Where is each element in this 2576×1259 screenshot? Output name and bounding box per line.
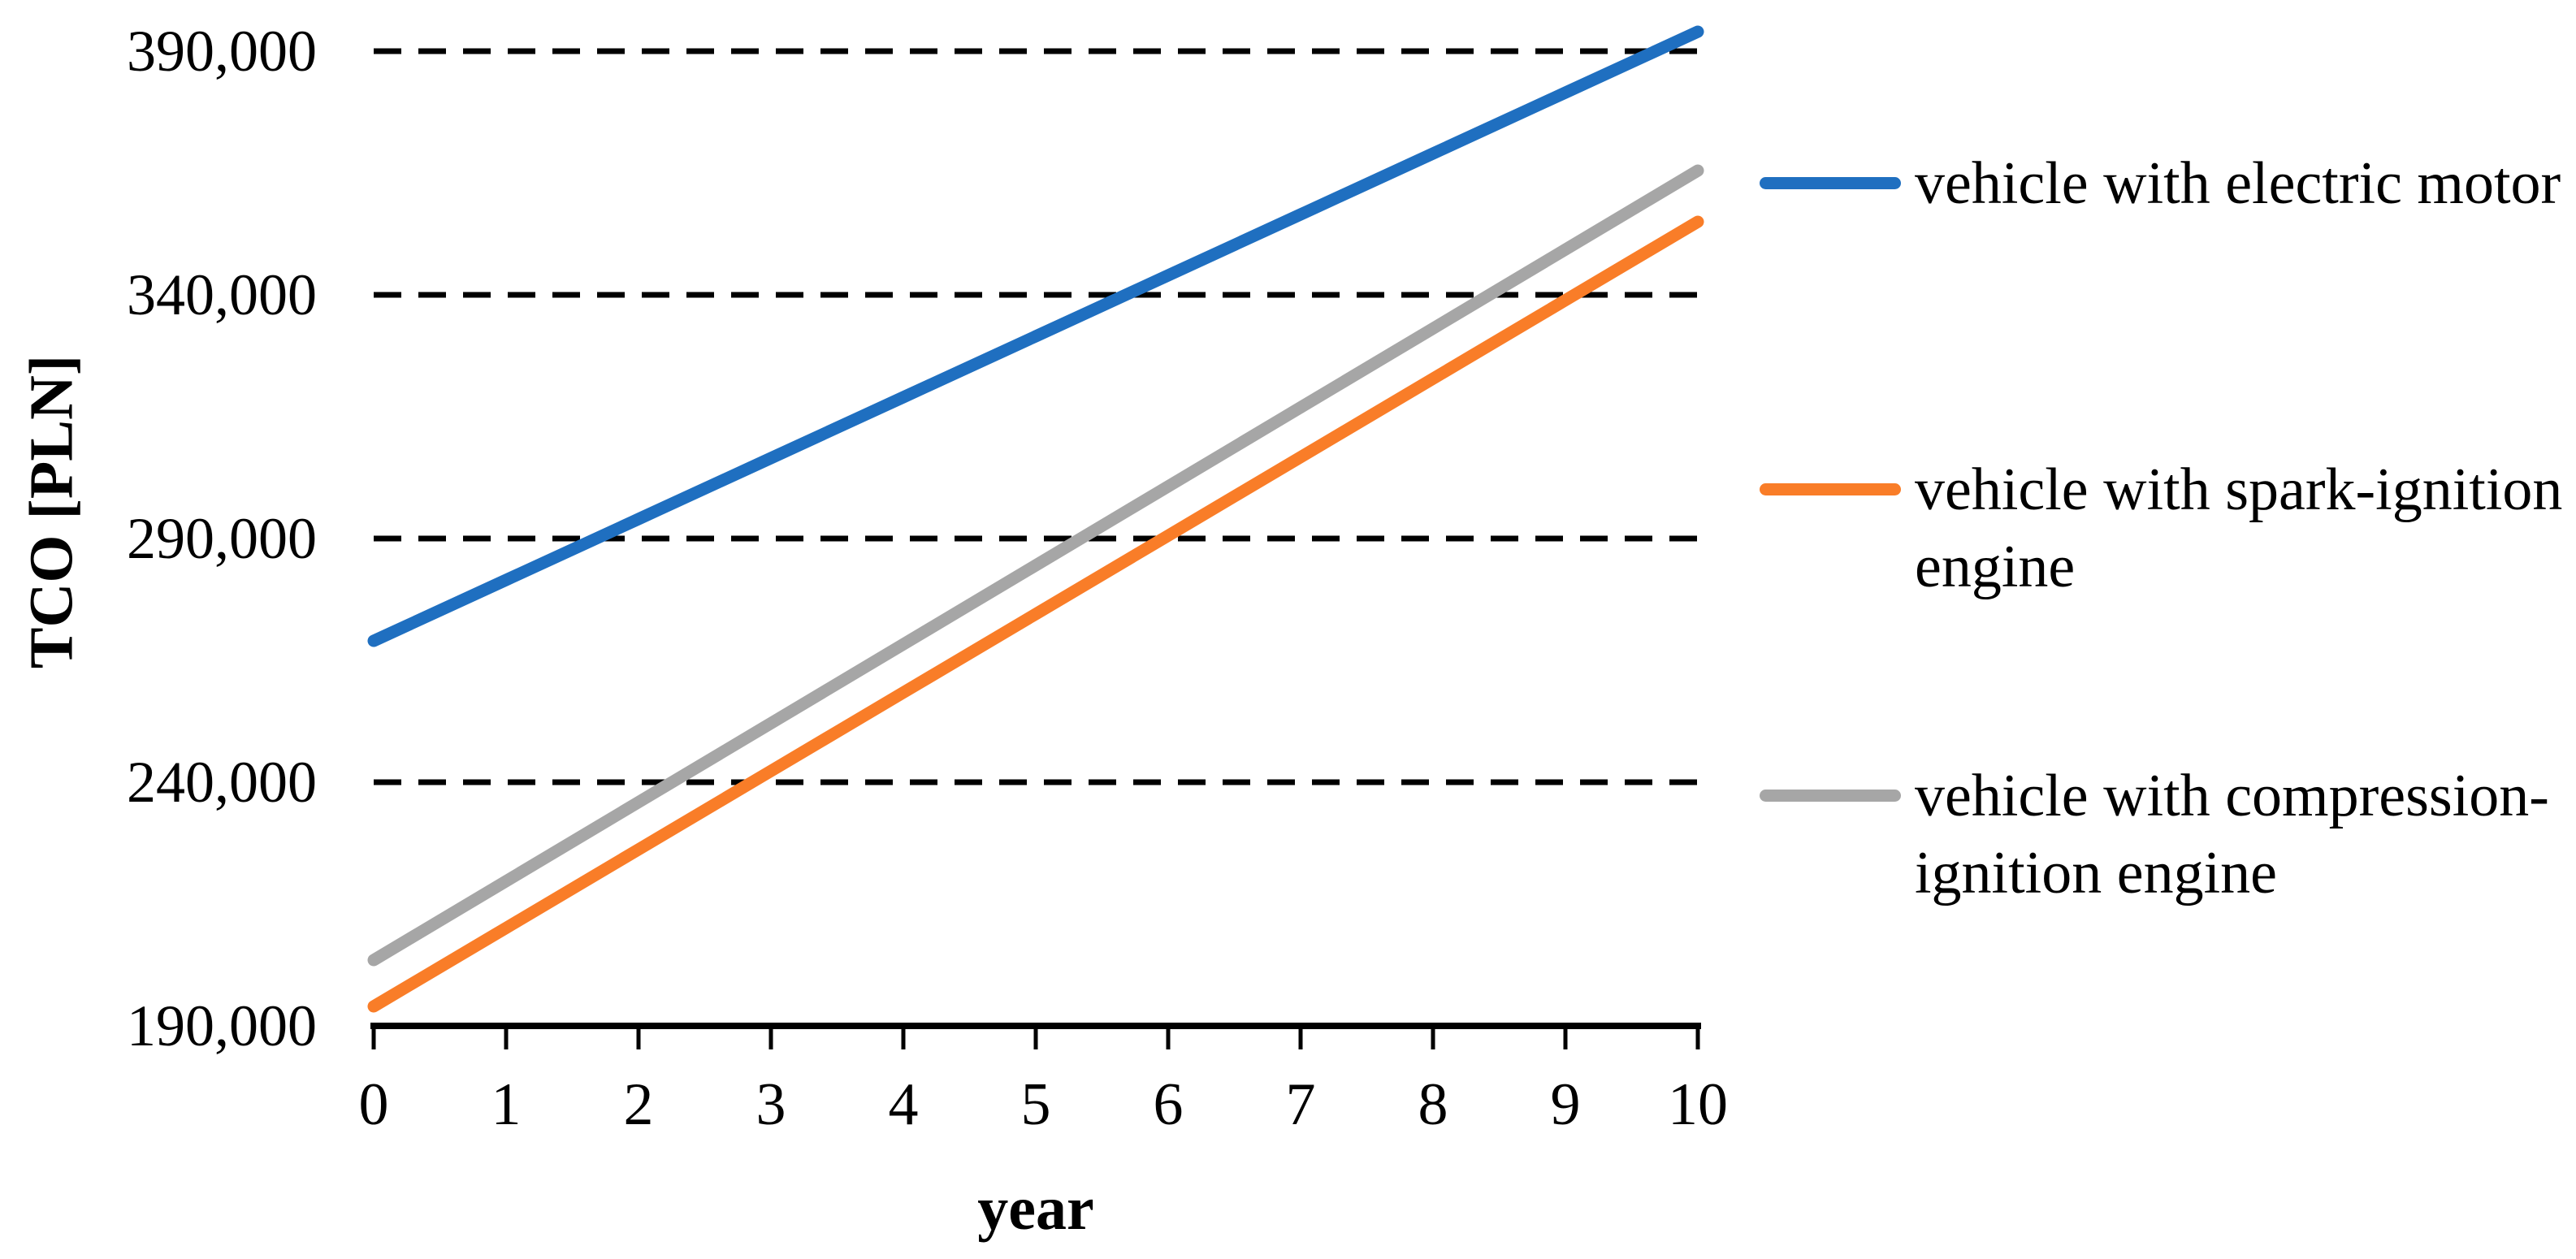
series-lines-group (367, 25, 1704, 1013)
x-tick-label-9: 9 (1550, 1071, 1581, 1138)
x-tick-label-3: 3 (755, 1071, 786, 1138)
x-axis-title: year (977, 1175, 1094, 1243)
x-axis-group (370, 1023, 1701, 1049)
legend-label-line: vehicle with spark-ignition (1915, 456, 2563, 523)
legend-swatch (1760, 177, 1901, 189)
x-tick-label-7: 7 (1285, 1071, 1316, 1138)
legend-label-line: vehicle with compression- (1915, 763, 2549, 829)
series-line-vehicle-with-spark-ignition-engine (367, 215, 1704, 1013)
series-line-vehicle-with-compression-ignition-engine (367, 164, 1704, 967)
y-tick-label-340000: 340,000 (127, 262, 317, 327)
x-tick-label-0: 0 (358, 1071, 389, 1138)
gridlines-group (374, 48, 1698, 785)
x-tick-label-8: 8 (1418, 1071, 1448, 1138)
legend-swatch (1760, 483, 1901, 495)
legend-label-electric: vehicle with electric motor (1915, 145, 2561, 223)
legend-label-spark-ignition: vehicle with spark-ignition engine (1915, 452, 2562, 606)
y-tick-label-390000: 390,000 (127, 19, 317, 84)
legend-label-line: ignition engine (1915, 840, 2277, 906)
x-tick-label-1: 1 (491, 1071, 522, 1138)
x-tick-label-2: 2 (623, 1071, 654, 1138)
y-tick-label-190000: 190,000 (127, 993, 317, 1058)
x-tick-label-10: 10 (1668, 1071, 1728, 1138)
series-line-vehicle-with-electric-motor (367, 25, 1704, 647)
y-axis-title: TCO [PLN] (17, 354, 86, 669)
legend-swatch (1760, 790, 1901, 802)
y-tick-label-240000: 240,000 (127, 750, 317, 815)
y-tick-label-290000: 290,000 (127, 506, 317, 571)
x-tick-label-6: 6 (1153, 1071, 1184, 1138)
x-tick-label-4: 4 (888, 1071, 919, 1138)
legend-label-compression-ignition: vehicle with compression- ignition engin… (1915, 758, 2549, 912)
legend-label-line: engine (1915, 534, 2076, 600)
legend-label-line: vehicle with electric motor (1915, 150, 2561, 217)
x-tick-label-5: 5 (1020, 1071, 1051, 1138)
